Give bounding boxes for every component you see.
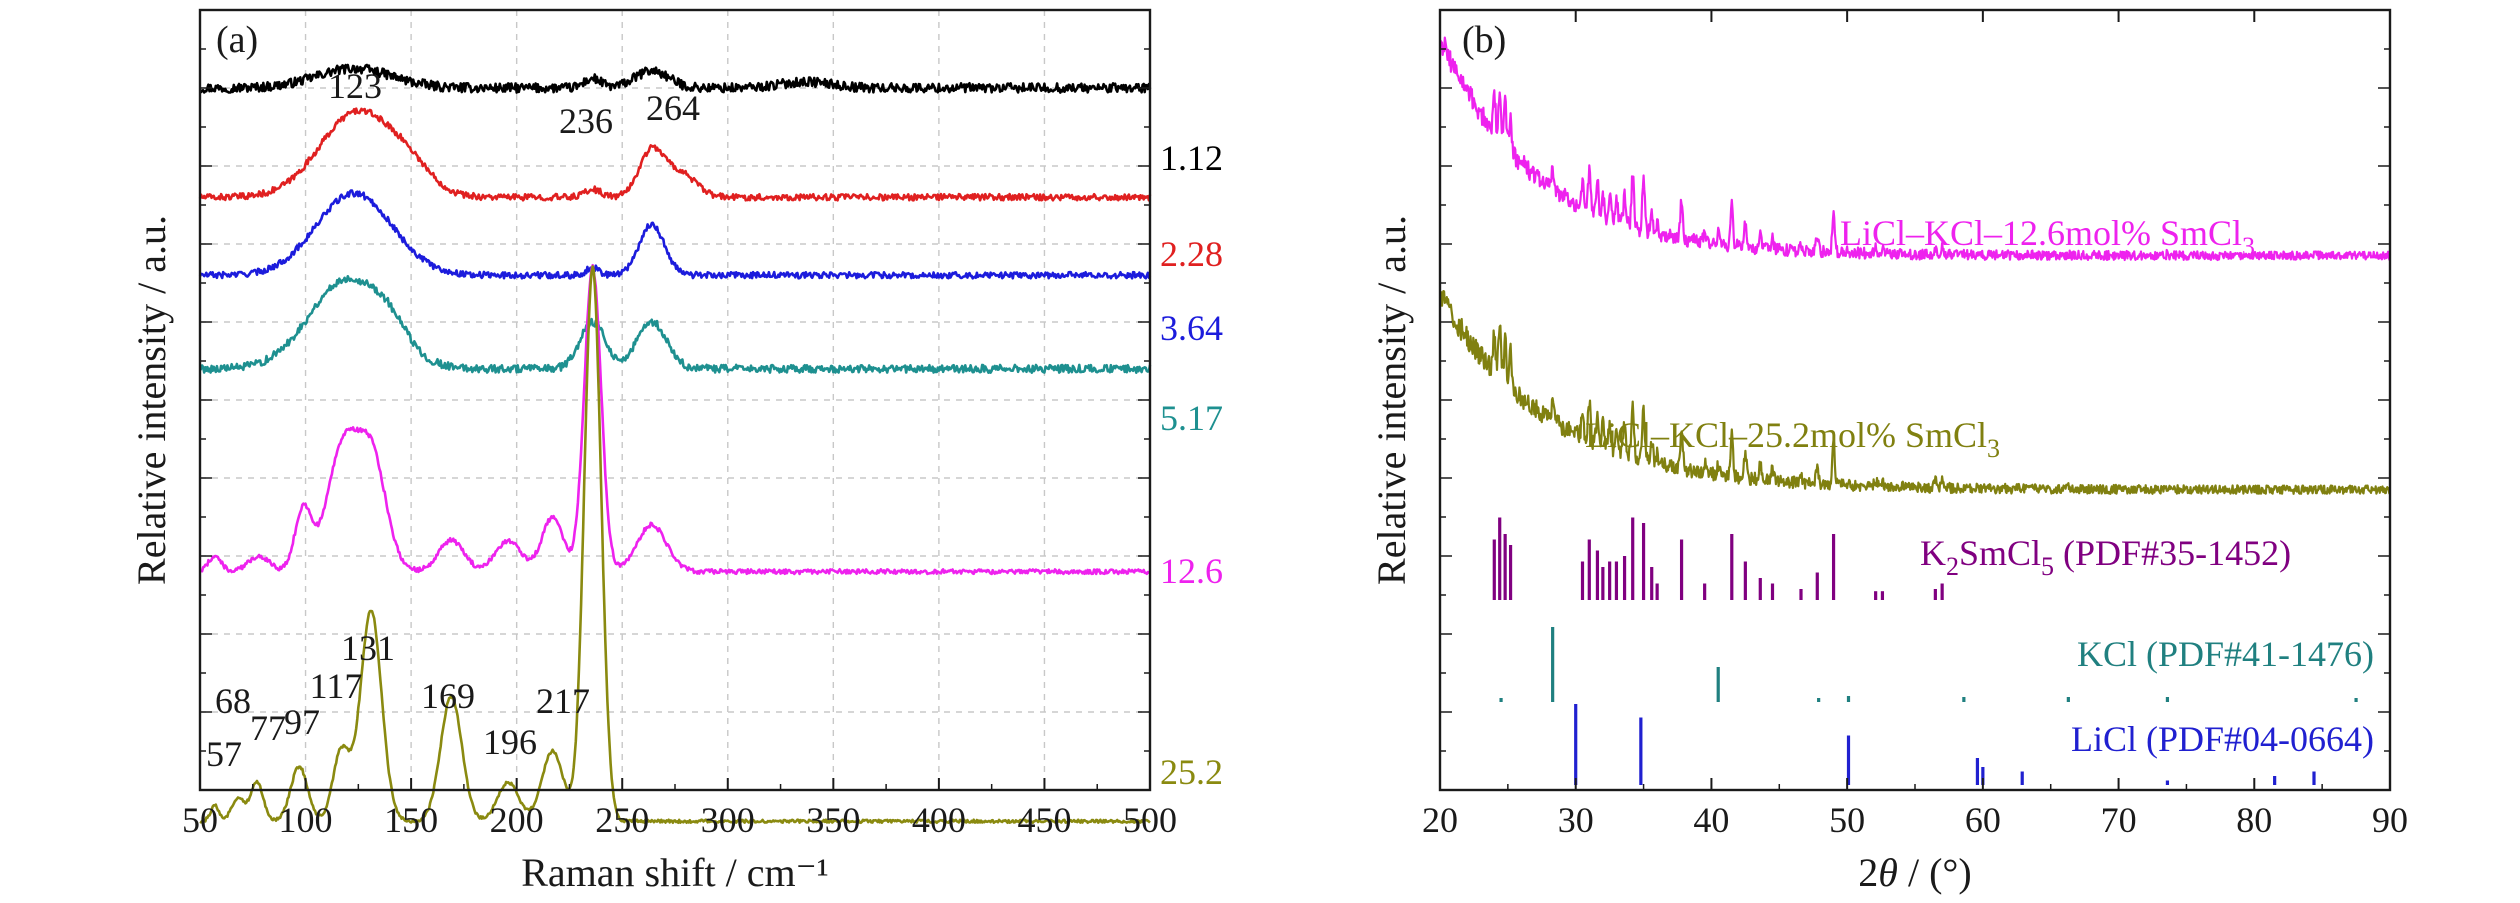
ref-label-k2smcl5: K2SmCl5 (PDF#35-1452): [1920, 533, 2291, 581]
raman-series-line-25-2: [199, 265, 1151, 825]
raman-x-tick-label: 350: [806, 800, 860, 840]
raman-x-tick-label: 250: [595, 800, 649, 840]
xrd-series-line-1: [1438, 290, 2392, 495]
xrd-x-tick-label: 20: [1422, 800, 1458, 840]
xrd-series-label-25-2: LiCl–KCl–25.2mol% SmCl3: [1585, 415, 2000, 463]
peak-label-196: 196: [483, 722, 537, 762]
peak-label-57: 57: [206, 734, 242, 774]
xrd-y-axis-label: Relative intensity / a.u.: [1369, 215, 1414, 585]
xrd-reference-patterns: [1492, 517, 2358, 785]
peak-label-169: 169: [421, 676, 475, 716]
xrd-curves: [1438, 36, 2392, 495]
peak-label-97: 97: [284, 702, 320, 742]
panel-a-tag: (a): [216, 19, 258, 61]
peak-label-131: 131: [341, 628, 395, 668]
peak-label-68: 68: [215, 681, 251, 721]
conc-label-1-12: 1.12: [1160, 138, 1223, 178]
raman-grid: [200, 10, 1150, 790]
panel-b-tag: (b): [1462, 19, 1506, 61]
raman-x-tick-label: 150: [384, 800, 438, 840]
raman-x-tick-label: 50: [182, 800, 218, 840]
raman-y-axis-label: Relative intensity / a.u.: [129, 215, 174, 585]
peak-label-77: 77: [250, 708, 286, 748]
xrd-x-tick-label: 60: [1965, 800, 2001, 840]
conc-label-25-2: 25.2: [1160, 752, 1223, 792]
conc-label-3-64: 3.64: [1160, 308, 1223, 348]
raman-x-tick-label: 400: [912, 800, 966, 840]
raman-x-tick-label: 300: [701, 800, 755, 840]
raman-series-line-1-12: [198, 63, 1152, 94]
raman-panel: 50 100 150 200 250 300 350 400 450 500 (a) Raman …: [129, 8, 1223, 895]
raman-series-line-2-28: [198, 107, 1152, 202]
ref-label-kcl: KCl (PDF#41-1476): [2077, 634, 2374, 674]
xrd-x-tick-label: 50: [1829, 800, 1865, 840]
xrd-x-tick-label: 80: [2236, 800, 2272, 840]
ref-label-licl: LiCl (PDF#04-0664): [2071, 719, 2374, 759]
peak-label-217: 217: [536, 681, 590, 721]
peak-label-117: 117: [310, 666, 363, 706]
raman-x-tick-label: 100: [279, 800, 333, 840]
raman-y-ticks: [200, 48, 1150, 752]
xrd-series-label-12-6: LiCl–KCl–12.6mol% SmCl3: [1840, 213, 2255, 261]
raman-x-tick-label: 450: [1017, 800, 1071, 840]
xrd-panel: 20 30 40 50 60 70 80 90 (b) 2θ / (°) Relative i…: [1369, 8, 2408, 895]
raman-curves: [198, 63, 1152, 825]
conc-label-12-6: 12.6: [1160, 551, 1223, 591]
peak-label-236: 236: [559, 101, 613, 141]
raman-series-line-5-17: [198, 275, 1152, 374]
raman-x-axis-label: Raman shift / cm⁻¹: [521, 850, 829, 895]
peak-label-264: 264: [646, 88, 700, 128]
conc-label-5-17: 5.17: [1160, 398, 1223, 438]
xrd-series-line-0: [1439, 36, 2392, 262]
peak-label-123: 123: [328, 66, 382, 106]
raman-x-tick-label: 200: [490, 800, 544, 840]
conc-label-2-28: 2.28: [1160, 234, 1223, 274]
raman-series-line-12-6: [199, 263, 1151, 576]
xrd-x-tick-label: 90: [2372, 800, 2408, 840]
xrd-x-tick-label: 70: [2101, 800, 2137, 840]
raman-series-line-3-64: [198, 189, 1152, 280]
xrd-x-ticks: 20 30 40 50 60 70 80 90: [1422, 10, 2408, 840]
raman-x-ticks: 50 100 150 200 250 300 350 400 450 500: [182, 778, 1177, 840]
xrd-x-tick-label: 30: [1558, 800, 1594, 840]
xrd-y-ticks: [1440, 48, 2390, 752]
xrd-x-axis-label: 2θ / (°): [1858, 850, 1971, 895]
xrd-x-tick-label: 40: [1693, 800, 1729, 840]
raman-x-tick-label: 500: [1123, 800, 1177, 840]
